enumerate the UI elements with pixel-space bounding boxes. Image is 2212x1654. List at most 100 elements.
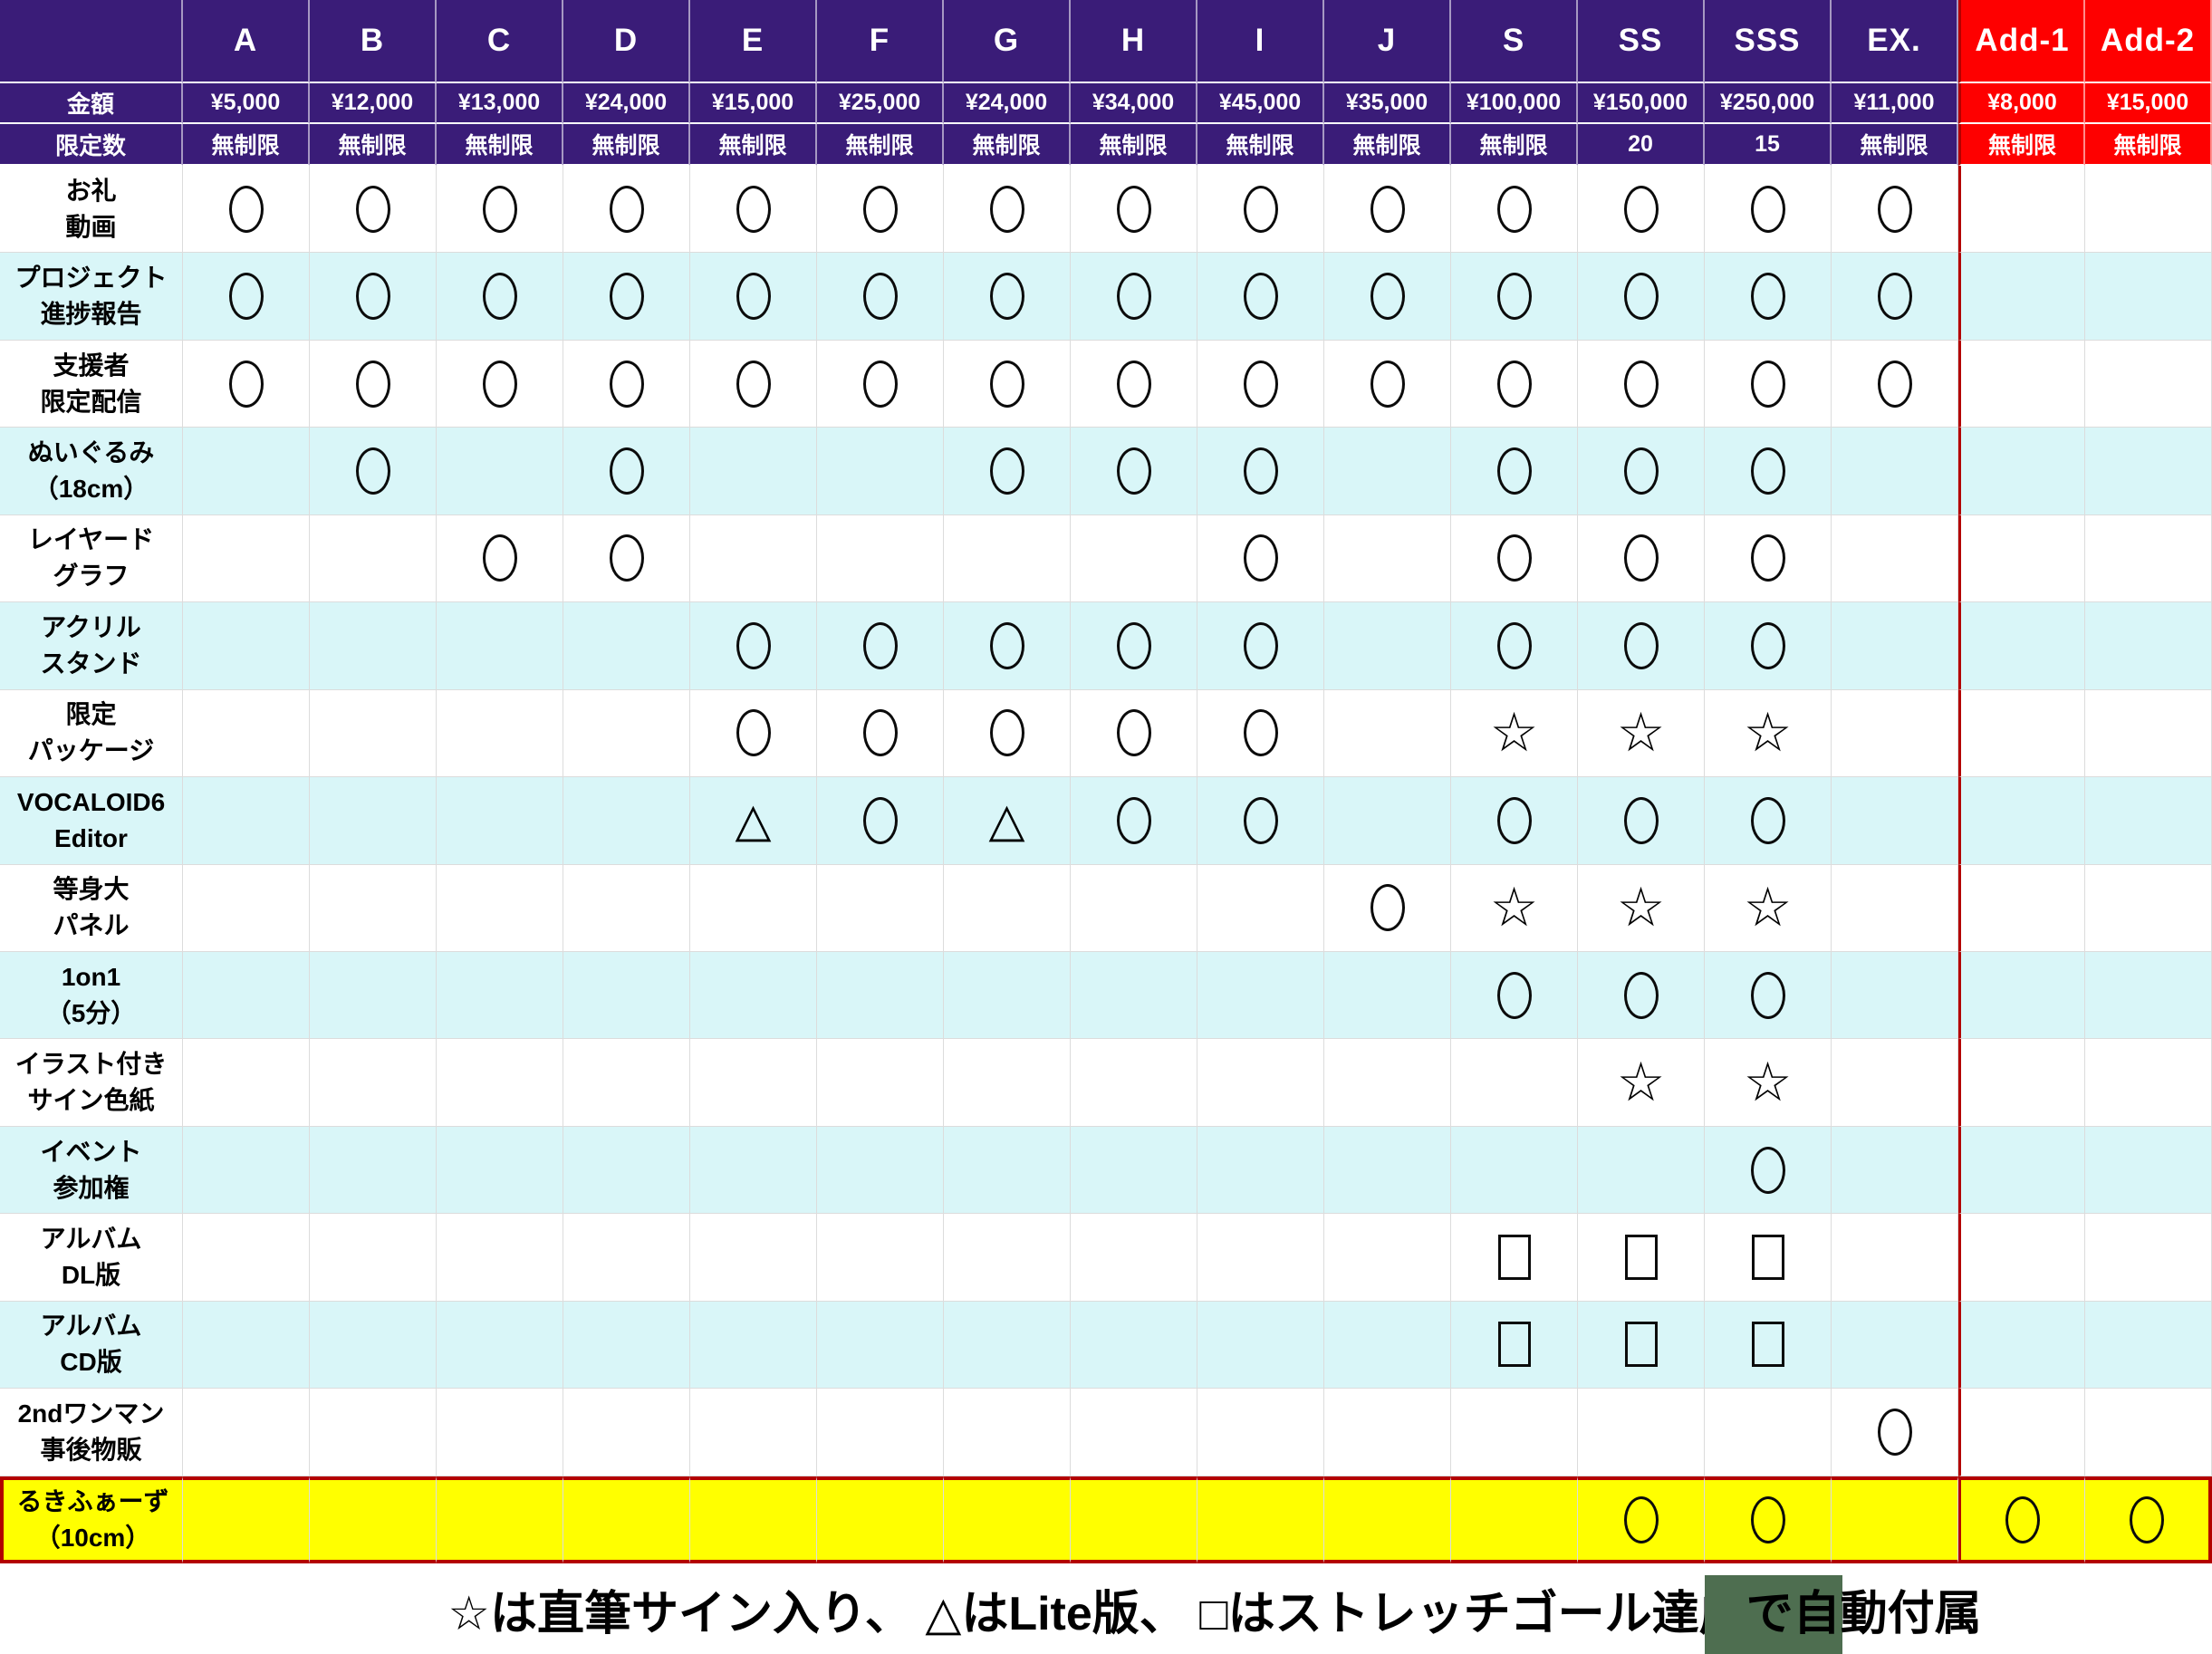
- symbol-cell: [437, 1039, 563, 1127]
- circle-symbol: [1496, 273, 1532, 321]
- symbol-cell: [1451, 1214, 1578, 1302]
- symbol-cell: [2085, 428, 2212, 515]
- symbol-cell: [1071, 777, 1197, 865]
- circle-symbol: [1370, 884, 1405, 932]
- row-label: VOCALOID6 Editor: [0, 777, 183, 865]
- square-symbol: [1624, 1322, 1658, 1368]
- circle-symbol: [1496, 796, 1532, 844]
- symbol-cell: [1832, 1476, 1958, 1563]
- symbol-cell: [2085, 1389, 2212, 1476]
- symbol-cell: [817, 1389, 944, 1476]
- star-symbol: ☆: [1489, 877, 1539, 938]
- symbol-cell: [944, 1126, 1071, 1215]
- row-label: レイヤード グラフ: [0, 514, 183, 603]
- symbol-cell: [563, 253, 690, 341]
- symbol-cell: [1705, 428, 1832, 515]
- symbol-cell: [1324, 777, 1451, 865]
- symbol-cell: [1832, 1389, 1958, 1476]
- symbol-cell: [563, 166, 690, 254]
- symbol-cell: [817, 1214, 944, 1302]
- circle-symbol: [1750, 621, 1785, 669]
- circle-symbol: [1116, 360, 1151, 408]
- symbol-cell: [183, 428, 310, 515]
- circle-symbol: [862, 185, 898, 233]
- symbol-cell: [1958, 1214, 2085, 1302]
- symbol-cell: [1958, 166, 2085, 254]
- column-header-SSS: SSS: [1705, 0, 1832, 83]
- symbol-cell: [1705, 340, 1832, 428]
- circle-symbol: [1243, 185, 1278, 233]
- amount-cell-E: ¥15,000: [690, 83, 817, 124]
- circle-symbol: [2005, 1495, 2040, 1543]
- circle-symbol: [1116, 185, 1151, 233]
- row-label-line: 支援者: [53, 351, 130, 380]
- limit-cell-Add-2: 無制限: [2085, 124, 2212, 166]
- symbol-cell: [310, 253, 437, 341]
- limit-cell-A: 無制限: [183, 124, 310, 166]
- symbol-cell: ☆: [1578, 689, 1705, 778]
- symbol-cell: [1832, 166, 1958, 254]
- circle-symbol: [1496, 971, 1532, 1019]
- row-label: イベント 参加権: [0, 1126, 183, 1215]
- symbol-cell: [1197, 951, 1324, 1040]
- symbol-cell: [1578, 340, 1705, 428]
- circle-symbol: [1750, 1495, 1785, 1543]
- circle-symbol: [1750, 273, 1785, 321]
- row-label: 等身大 パネル: [0, 864, 183, 952]
- amount-row-label: 金額: [0, 83, 183, 124]
- amount-cell-C: ¥13,000: [437, 83, 563, 124]
- symbol-cell: [563, 602, 690, 690]
- symbol-cell: [1071, 253, 1197, 341]
- symbol-cell: ☆: [1451, 864, 1578, 952]
- limit-row-label: 限定数: [0, 124, 183, 166]
- symbol-cell: [690, 166, 817, 254]
- symbol-cell: [563, 689, 690, 778]
- amount-cell-B: ¥12,000: [310, 83, 437, 124]
- row-label-line: るきふぁーず: [16, 1486, 169, 1515]
- symbol-cell: [1071, 1301, 1197, 1390]
- circle-symbol: [1243, 447, 1278, 495]
- symbol-cell: [1197, 166, 1324, 254]
- limit-cell-S: 無制限: [1451, 124, 1578, 166]
- symbol-cell: [563, 1126, 690, 1215]
- circle-symbol: [1496, 360, 1532, 408]
- row-label: 支援者 限定配信: [0, 340, 183, 428]
- symbol-cell: [1578, 951, 1705, 1040]
- circle-symbol: [1623, 360, 1659, 408]
- symbol-cell: [1324, 1389, 1451, 1476]
- circle-symbol: [482, 273, 517, 321]
- symbol-cell: [2085, 1301, 2212, 1390]
- symbol-cell: [310, 602, 437, 690]
- symbol-cell: [944, 689, 1071, 778]
- amount-cell-Add-1: ¥8,000: [1958, 83, 2085, 124]
- circle-symbol: [989, 273, 1024, 321]
- star-symbol: ☆: [1743, 1052, 1793, 1113]
- symbol-cell: [690, 514, 817, 603]
- row-label: お礼 動画: [0, 166, 183, 254]
- symbol-cell: [2085, 864, 2212, 952]
- symbol-cell: [1451, 777, 1578, 865]
- circle-symbol: [862, 621, 898, 669]
- symbol-cell: [310, 951, 437, 1040]
- symbol-cell: [1832, 1039, 1958, 1127]
- circle-symbol: [1623, 1495, 1659, 1543]
- symbol-cell: [310, 1389, 437, 1476]
- circle-symbol: [2130, 1495, 2164, 1543]
- circle-symbol: [1750, 447, 1785, 495]
- symbol-cell: [310, 689, 437, 778]
- symbol-cell: [1958, 514, 2085, 603]
- row-label-line: 等身大: [53, 875, 130, 904]
- circle-symbol: [1116, 709, 1151, 757]
- circle-symbol: [1496, 185, 1532, 233]
- symbol-cell: [183, 1476, 310, 1563]
- limit-cell-D: 無制限: [563, 124, 690, 166]
- row-label-line: 限定: [65, 700, 117, 729]
- symbol-cell: [1832, 253, 1958, 341]
- symbol-cell: [1705, 1126, 1832, 1215]
- circle-symbol: [1370, 185, 1405, 233]
- limit-cell-J: 無制限: [1324, 124, 1451, 166]
- symbol-cell: [437, 1126, 563, 1215]
- symbol-cell: [1705, 777, 1832, 865]
- symbol-cell: [1071, 1389, 1197, 1476]
- symbol-cell: [1705, 951, 1832, 1040]
